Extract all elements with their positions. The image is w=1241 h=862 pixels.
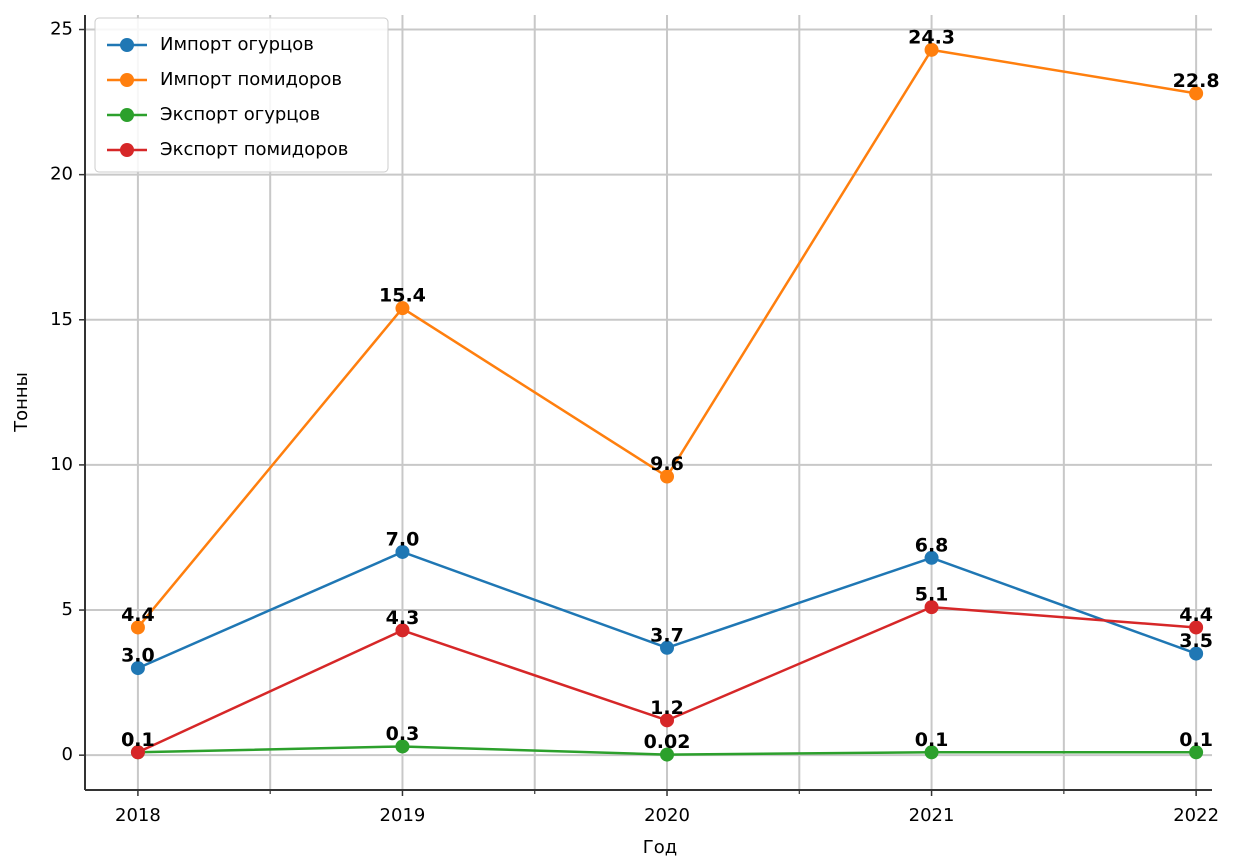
legend-label: Экспорт огурцов xyxy=(160,104,320,125)
value-label: 0.3 xyxy=(386,723,420,745)
value-label: 0.1 xyxy=(121,729,155,751)
point xyxy=(924,42,939,57)
y-axis-label: Тонны xyxy=(11,372,32,433)
point xyxy=(1189,620,1204,635)
x-tick-label: 2020 xyxy=(644,805,690,826)
point xyxy=(130,745,145,760)
value-label: 1.2 xyxy=(650,697,684,719)
point xyxy=(130,661,145,676)
legend-marker xyxy=(120,73,134,87)
y-tick-label: 5 xyxy=(62,599,73,620)
point xyxy=(1189,745,1204,760)
value-label: 0.1 xyxy=(121,729,155,751)
value-label: 3.7 xyxy=(650,624,684,646)
point xyxy=(924,600,939,615)
value-label: 0.1 xyxy=(915,729,949,751)
point xyxy=(924,745,939,760)
value-label: 7.0 xyxy=(386,528,420,550)
value-label: 9.6 xyxy=(650,453,684,475)
point xyxy=(924,550,939,565)
y-tick-label: 25 xyxy=(50,19,73,40)
y-tick-label: 20 xyxy=(50,164,73,185)
point xyxy=(395,739,410,754)
legend-label: Импорт огурцов xyxy=(160,34,314,55)
point xyxy=(395,623,410,638)
value-label: 15.4 xyxy=(379,285,426,307)
legend-marker xyxy=(120,38,134,52)
y-tick-label: 0 xyxy=(62,744,73,765)
legend-marker xyxy=(120,143,134,157)
point xyxy=(660,640,675,655)
x-tick-label: 2018 xyxy=(115,805,161,826)
point xyxy=(1189,86,1204,101)
value-label: 5.1 xyxy=(915,584,949,606)
point xyxy=(660,713,675,728)
value-label: 3.5 xyxy=(1179,630,1213,652)
legend-label: Экспорт помидоров xyxy=(160,139,348,160)
point xyxy=(395,544,410,559)
point xyxy=(660,469,675,484)
legend-box xyxy=(94,17,389,173)
value-label: 4.4 xyxy=(121,604,155,626)
value-label: 3.0 xyxy=(121,645,155,667)
value-label: 6.8 xyxy=(915,534,949,556)
x-tick-label: 2021 xyxy=(909,805,955,826)
point xyxy=(130,620,145,635)
value-label: 4.3 xyxy=(386,607,420,629)
legend-marker xyxy=(120,108,134,122)
value-label: 4.4 xyxy=(1179,604,1213,626)
value-label: 24.3 xyxy=(908,26,955,48)
legend-label: Импорт помидоров xyxy=(160,69,342,90)
point xyxy=(1189,646,1204,661)
y-tick-label: 10 xyxy=(50,454,73,475)
x-tick-label: 2019 xyxy=(380,805,426,826)
legend: Импорт огурцов Импорт помидоров Экспорт ог… xyxy=(94,17,389,173)
value-label: 22.8 xyxy=(1173,70,1220,92)
value-label: 0.1 xyxy=(1179,729,1213,751)
value-label: 0.02 xyxy=(644,731,691,753)
x-axis-label: Год xyxy=(643,837,677,858)
x-tick-label: 2022 xyxy=(1173,805,1219,826)
point xyxy=(660,747,675,762)
point xyxy=(395,301,410,316)
y-tick-label: 15 xyxy=(50,309,73,330)
